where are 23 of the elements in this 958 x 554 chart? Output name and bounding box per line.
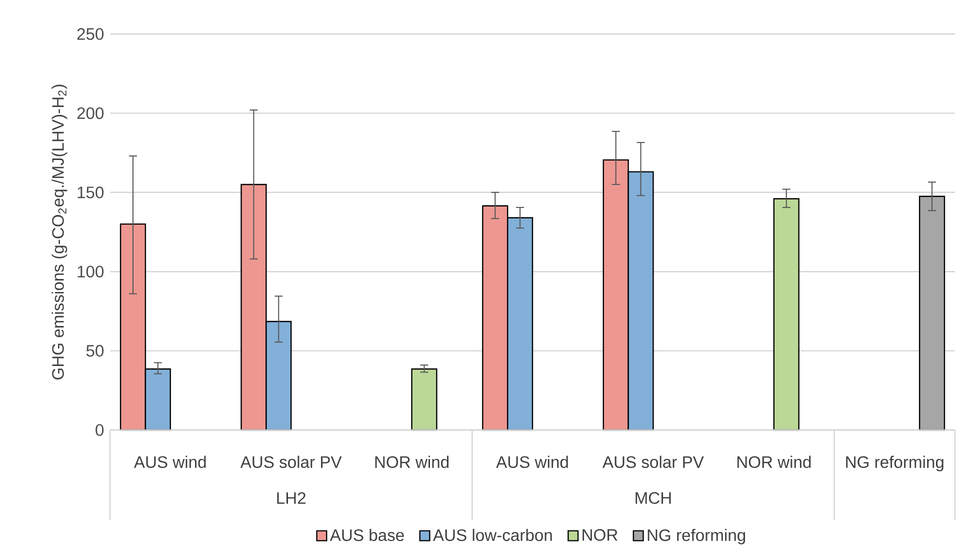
y-tick-label: 200 [77,107,104,120]
x-tick-label: AUS solar PV [240,456,342,468]
x-tick-label: AUS wind [496,456,568,468]
legend-label: NG reforming [648,528,746,544]
legend-label: AUS base [330,528,404,542]
y-tick-label: 250 [77,28,104,40]
bar [918,196,946,431]
y-tick-label: 150 [78,186,104,198]
x-tick-label: AUS solar PV [602,456,704,468]
y-axis-title: GHG emissions (g-CO$_{2}$eq./MJ(LHV)-H$_{2}$) [52,84,68,380]
x-tick-label: NOR wind [375,456,449,468]
y-tick-label: 50 [86,344,104,357]
text: MCH [636,492,671,504]
x-tick-label: AUS wind [134,456,206,468]
y-tick-label: 100 [78,266,104,278]
y-tick-label: 0 [96,424,104,436]
bar [773,198,800,431]
x-tick-label: NG reforming [846,456,944,472]
legend-label: AUS low-carbon [433,528,552,542]
legend-label: NOR [582,529,618,541]
bar [411,368,438,431]
x-tick-label: NOR wind [737,456,811,468]
text: LH2 [277,492,306,504]
